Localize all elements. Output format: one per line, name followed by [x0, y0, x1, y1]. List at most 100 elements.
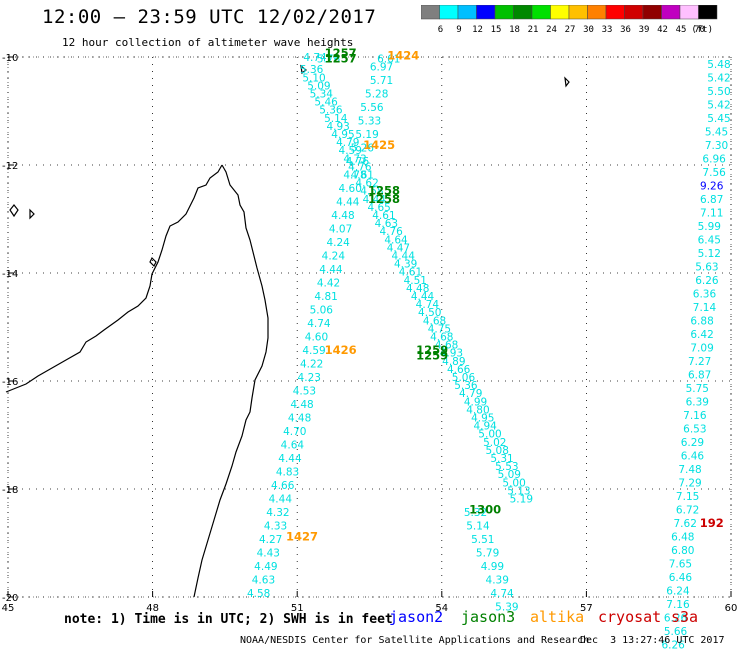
swh-value: 4.44	[336, 197, 360, 209]
scale-label: 45	[676, 25, 687, 35]
swh-value: 4.89	[442, 356, 465, 368]
swh-value: 5.14	[466, 521, 490, 533]
scale-label: 24	[546, 25, 557, 35]
swh-value: 5.51	[471, 534, 494, 546]
swh-value: 6.97	[370, 62, 393, 74]
swh-value: 5.31	[490, 453, 513, 465]
swh-value: 5.56	[360, 102, 384, 114]
altimeter-tracks: 4.74 6.616.975.715.285.565.335.195.264.76…	[247, 52, 731, 650]
swh-value: 4.59	[339, 145, 362, 157]
scale-label: 39	[639, 25, 650, 35]
swh-value: 4.44	[392, 251, 416, 263]
swh-value: 5.32	[464, 507, 487, 519]
lat-label: -10	[2, 53, 18, 64]
swh-value: 7.62	[674, 518, 697, 530]
scale-label: 9	[456, 25, 461, 35]
swh-value: 6.39	[686, 396, 709, 408]
track-jason3-ascending-south: 5.32 5.145.51 5.794.99 4.394.74 5.39	[464, 507, 519, 614]
swh-value: 4.79	[336, 137, 359, 149]
swh-value: 4.61	[351, 170, 374, 182]
swh-value: 4.44	[411, 291, 435, 303]
swh-value: 5.39	[495, 602, 518, 614]
pass-time-jason3: 1300	[469, 502, 501, 516]
swh-value: 4.50	[418, 307, 441, 319]
swh-value: 7.16	[666, 599, 690, 611]
swh-value: 6.53	[683, 423, 706, 435]
swh-value: 4.75	[428, 323, 451, 335]
swh-value: 4.99	[464, 396, 487, 408]
lat-label: -12	[2, 161, 18, 172]
swh-value: 4.61	[399, 267, 422, 279]
swh-value: 6.72	[676, 504, 699, 516]
pass-time-altika: 1427	[286, 529, 318, 543]
pass-time-jason3: 1258	[368, 192, 400, 206]
island-small-1	[149, 256, 157, 268]
scale-label: 30	[583, 25, 594, 35]
swh-value: 5.45	[707, 113, 730, 125]
swh-value: 4.23	[298, 372, 321, 384]
swh-value: 5.50	[707, 86, 730, 98]
legend-s3a: s3a	[671, 608, 699, 626]
swh-value: 5.45	[705, 126, 728, 138]
swh-value: 7.09	[690, 342, 713, 354]
swh-value: 4.79	[459, 388, 482, 400]
swh-value: 5.06	[310, 305, 334, 317]
swh-value: 6.61	[377, 53, 400, 65]
lon-label: 57	[580, 603, 593, 614]
swh-value: 6.36	[693, 288, 717, 300]
island-small-5	[300, 64, 307, 75]
coastline	[5, 64, 570, 598]
swh-value: 6.42	[690, 329, 713, 341]
swh-value: 5.00	[478, 429, 501, 441]
lon-label: 48	[146, 603, 159, 614]
swh-value: 4.74	[307, 318, 331, 330]
pass-time-jason3: 1259	[416, 348, 448, 362]
swh-value: 4.81	[314, 291, 337, 303]
swh-value: 6.45	[698, 234, 721, 246]
swh-value: 4.27	[259, 534, 282, 546]
swh-value: 9.26	[700, 180, 724, 192]
lon-label: 51	[291, 603, 304, 614]
scale-label: 70	[694, 25, 705, 35]
pass-time-jason3: 1258	[368, 184, 400, 198]
map-title: 12:00 – 23:59 UTC 12/02/2017	[42, 6, 377, 28]
swh-value: 4.78	[343, 170, 366, 182]
legend-jason2: jason2	[389, 608, 444, 626]
island-small-4	[564, 76, 570, 88]
swh-value: 5.33	[358, 116, 381, 128]
swh-value: 4.62	[355, 178, 378, 190]
swh-value: 4.61	[372, 210, 395, 222]
swh-value: 5.02	[483, 437, 506, 449]
swh-value: 4.68	[435, 340, 458, 352]
swh-value: 6.96	[702, 153, 726, 165]
swh-value: 4.99	[481, 561, 504, 573]
swh-value: 5.14	[324, 113, 348, 125]
pass-time-jason3: 1257	[325, 46, 357, 60]
pass-time-altika: 1426	[325, 343, 357, 357]
madagascar-coast	[193, 164, 269, 598]
legend-altika: altika	[530, 608, 585, 626]
swh-value: 4.64	[384, 234, 408, 246]
swh-value: 4.44	[269, 494, 293, 506]
footer-timestamp: Dec 3 13:27:46 UTC 2017	[580, 635, 725, 646]
legend-jason3: jason3	[461, 608, 516, 626]
track-jason3-ascending: 5.765.365.105.095.345.465.365.144.934.95…	[300, 53, 533, 505]
swh-value: 6.46	[669, 572, 693, 584]
swh-value: 5.19	[355, 129, 378, 141]
swh-value: 4.73	[343, 153, 366, 165]
swh-value: 4.44	[363, 194, 387, 206]
swh-value: 5.19	[510, 494, 533, 506]
swh-value: 6.24	[666, 585, 690, 597]
lon-label: 45	[2, 603, 15, 614]
swh-value: 5.53	[495, 461, 518, 473]
swh-value: 7.30	[705, 140, 728, 152]
swh-value: 4.24	[326, 237, 350, 249]
swh-value: 4.48	[290, 399, 313, 411]
swh-value: 4.60	[339, 183, 362, 195]
lon-label: 60	[725, 603, 738, 614]
map-subtitle: 12 hour collection of altimeter wave hei…	[62, 36, 354, 49]
swh-value: 4.93	[440, 348, 463, 360]
swh-value: 4.07	[329, 224, 352, 236]
